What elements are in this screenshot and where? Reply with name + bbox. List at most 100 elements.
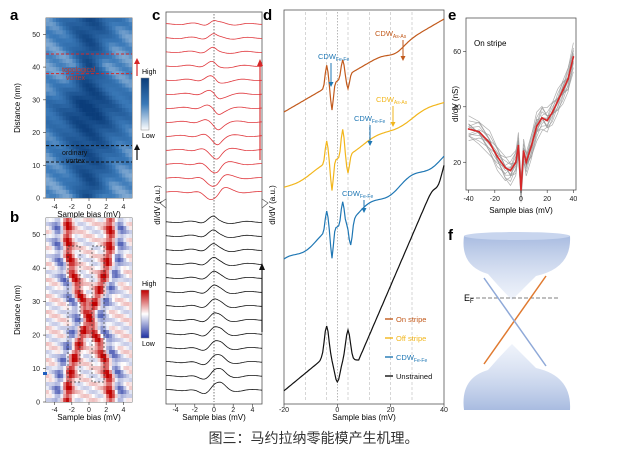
heatmap-cell <box>103 390 107 395</box>
heatmap-cell <box>106 218 110 223</box>
heatmap-cell <box>117 318 121 323</box>
heatmap-cell <box>122 181 126 187</box>
heatmap-cell <box>89 354 93 359</box>
heatmap-cell <box>112 128 116 133</box>
heatmap-cell <box>86 394 90 399</box>
heatmap-cell <box>103 282 107 287</box>
heatmap-cell <box>125 181 129 187</box>
heatmap-cell <box>106 230 110 235</box>
heatmap-cell <box>128 99 132 105</box>
heatmap-cell <box>66 310 70 315</box>
heatmap-cell <box>115 177 120 182</box>
heatmap-cell <box>92 136 96 142</box>
heatmap-cell <box>66 390 70 395</box>
heatmap-cell <box>103 378 107 383</box>
heatmap-cell <box>112 120 116 125</box>
heatmap-cell <box>80 246 84 251</box>
heatmap-cell <box>75 87 80 92</box>
heatmap-cell <box>69 157 73 162</box>
heatmap-cell <box>59 42 63 47</box>
heatmap-cell <box>60 246 64 251</box>
heatmap-cell <box>72 87 77 92</box>
heatmap-cell <box>109 378 113 383</box>
heatmap-cell <box>123 290 127 295</box>
heatmap-cell <box>95 50 100 56</box>
heatmap-cell <box>114 314 118 319</box>
heatmap-cell <box>89 374 93 379</box>
heatmap-cell <box>62 63 67 68</box>
heatmap-cell <box>94 270 98 275</box>
heatmap-cell <box>109 294 113 299</box>
heatmap-cell <box>54 338 58 343</box>
heatmap-cell <box>126 370 130 375</box>
heatmap-cell <box>98 193 103 198</box>
heatmap-cell <box>120 262 124 267</box>
off-stripe-curve <box>283 101 445 191</box>
data-point <box>541 116 543 119</box>
heatmap-cell <box>77 386 81 391</box>
heatmap-cell <box>71 346 75 351</box>
heatmap-cell <box>59 38 63 43</box>
heatmap-cell <box>55 181 60 187</box>
heatmap-cell <box>60 230 64 235</box>
heatmap-cell <box>82 177 86 182</box>
spectrum-curve-black <box>166 381 263 395</box>
heatmap-cell <box>122 136 126 142</box>
panel-letter: b <box>10 209 19 226</box>
data-point <box>546 119 549 122</box>
heatmap-cell <box>83 246 87 251</box>
heatmap-cell <box>75 169 80 174</box>
heatmap-cell <box>71 302 75 307</box>
heatmap-cell <box>66 258 70 263</box>
heatmap-cell <box>89 128 93 133</box>
heatmap-cell <box>103 278 107 283</box>
heatmap-cell <box>83 394 87 399</box>
heatmap-cell <box>125 99 129 105</box>
heatmap-cell <box>128 22 132 27</box>
heatmap-cell <box>98 67 103 72</box>
heatmap-cell <box>109 318 113 323</box>
heatmap-cell <box>77 306 81 311</box>
heatmap-cell <box>126 298 130 303</box>
heatmap-cell <box>108 83 113 88</box>
heatmap-cell <box>68 314 73 319</box>
heatmap-cell <box>46 148 50 154</box>
heatmap-cell <box>68 306 73 311</box>
heatmap-cell <box>62 189 67 195</box>
heatmap-cell <box>72 75 77 80</box>
heatmap-cell <box>74 278 78 283</box>
heatmap-cell <box>85 87 90 92</box>
heatmap-cell <box>122 153 126 158</box>
heatmap-cell <box>125 136 129 142</box>
heatmap-cell <box>102 108 106 113</box>
heatmap-cell <box>60 394 64 399</box>
x-tick-label: 20 <box>543 196 551 203</box>
heatmap-cell <box>46 108 50 113</box>
heatmap-cell <box>102 128 106 133</box>
heatmap-cell <box>97 254 101 259</box>
heatmap-cell <box>126 266 130 271</box>
heatmap-cell <box>100 242 104 247</box>
heatmap-cell <box>62 181 67 187</box>
heatmap-cell <box>48 394 53 399</box>
heatmap-cell <box>63 246 67 251</box>
heatmap-cell <box>111 378 116 383</box>
heatmap-cell <box>65 120 70 125</box>
heatmap-cell <box>83 310 87 315</box>
heatmap-cell <box>91 358 96 363</box>
heatmap-cell <box>60 318 64 323</box>
heatmap-cell <box>71 246 75 251</box>
heatmap-cell <box>122 108 126 113</box>
legend-label: Unstrained <box>396 372 432 381</box>
heatmap-cell <box>92 26 96 31</box>
heatmap-cell <box>77 258 81 263</box>
heatmap-cell <box>75 83 80 88</box>
heatmap-cell <box>89 314 93 319</box>
heatmap-cell <box>102 181 106 187</box>
heatmap-cell <box>77 222 81 227</box>
heatmap-cell <box>48 246 53 251</box>
heatmap-cell <box>69 34 73 39</box>
heatmap-cell <box>89 165 93 170</box>
heatmap-cell <box>48 350 53 355</box>
